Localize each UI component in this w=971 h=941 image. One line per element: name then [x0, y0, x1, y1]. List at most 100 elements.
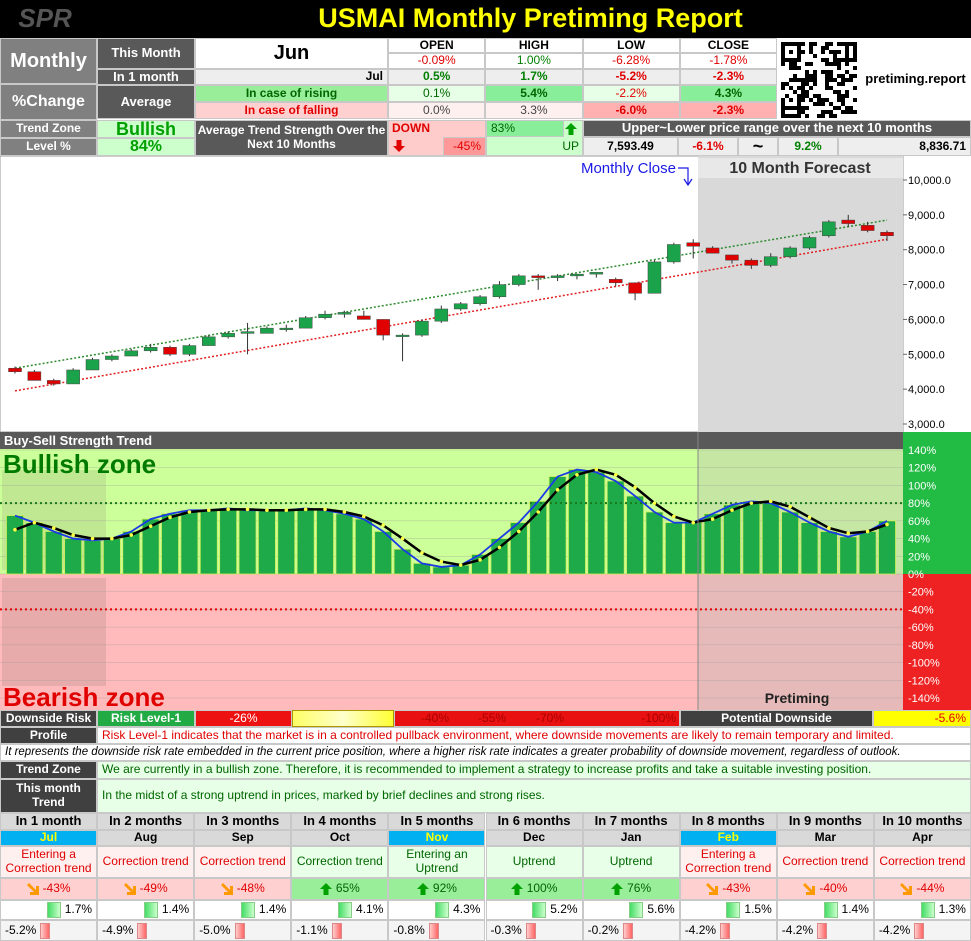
value: 5.4% [485, 85, 583, 102]
qr-module [793, 114, 797, 118]
qr-module [845, 62, 849, 66]
trend-point [148, 524, 153, 528]
candle-body [318, 313, 332, 318]
period: In 2 months [97, 813, 195, 830]
risk-scale-label: -100% [641, 710, 676, 725]
candle-body [453, 303, 468, 310]
y-tick-label: 80% [908, 498, 930, 510]
qr-module [837, 50, 841, 54]
trend-point [400, 536, 405, 541]
candle-body [725, 254, 739, 261]
trend-point [846, 531, 851, 536]
y-tick-label: 60% [908, 516, 930, 528]
arrow-icon [510, 883, 523, 895]
qr-module [809, 74, 813, 78]
candle-body [124, 350, 139, 357]
forecast-area [698, 449, 903, 710]
column-header: LOW [582, 38, 680, 53]
risk-gauge [292, 710, 394, 727]
candle-body [550, 275, 565, 278]
trend-text: Correction trend [873, 846, 971, 878]
qr-module [797, 106, 801, 110]
trend-point [652, 501, 657, 505]
risk-level: Risk Level-1 [97, 710, 195, 727]
downside-bar [720, 922, 731, 939]
month: Feb [679, 830, 777, 846]
qr-module [841, 94, 845, 98]
qr-module [813, 70, 817, 74]
candle-body [841, 219, 855, 224]
arrow-shape [611, 883, 624, 895]
candle-body [298, 317, 313, 329]
risk-current: -26% [195, 710, 292, 727]
qr-module [825, 82, 829, 86]
qr-module [809, 78, 813, 82]
candle-body [763, 256, 778, 266]
forecast-label: 10 Month Forecast [729, 160, 871, 177]
arrow-shape [706, 883, 719, 895]
arrow-icon [319, 883, 332, 895]
qr-module [825, 46, 829, 50]
arrow-shape [565, 122, 577, 135]
candle-body [608, 279, 623, 284]
trend-zone: Bullish [97, 120, 195, 138]
qr-module [833, 106, 837, 110]
bar [761, 502, 780, 575]
y-tick-label: -20% [908, 587, 934, 599]
candle-body [27, 371, 42, 381]
qr-module [797, 98, 801, 102]
qr-module [797, 54, 801, 58]
qr-module [849, 106, 853, 110]
qr-module [801, 42, 805, 46]
candle-body [880, 232, 894, 237]
bar [296, 508, 315, 575]
arrow-shape [319, 883, 332, 895]
period: In 9 months [776, 813, 874, 830]
month: Apr [873, 830, 971, 846]
qr-module [781, 46, 785, 50]
trend-point [730, 508, 734, 513]
trend-point [90, 536, 95, 541]
qr-module [789, 62, 793, 66]
strength: 100% [485, 878, 583, 900]
chart: Buy-Sell Strength Trend 140% 120% 100% 80% 60… [0, 432, 971, 710]
qr-module [821, 58, 825, 62]
qr-module [793, 66, 797, 70]
trend-point [420, 550, 424, 555]
candle-body [415, 320, 429, 336]
label: Trend Zone [0, 761, 97, 779]
forecast-area [698, 156, 903, 432]
trend-text: Correction trend [291, 846, 389, 878]
qr-module [817, 98, 821, 102]
outlook-text: In the midst of a strong uptrend in pric… [97, 779, 971, 813]
bar [626, 495, 644, 575]
value: -6.0% [582, 102, 680, 119]
month: Dec [485, 830, 583, 846]
y-tick-label: 0% [908, 569, 924, 581]
qr-module [809, 42, 813, 46]
qr-module [837, 90, 841, 94]
qr-module [849, 78, 853, 82]
bar [684, 522, 703, 575]
qr-module [817, 114, 821, 118]
trend-point [536, 510, 540, 514]
y-tick-label: -80% [908, 640, 934, 652]
risk-scale-label: -70% [535, 710, 564, 725]
candle-body [47, 380, 61, 385]
axis-bear [903, 574, 971, 710]
upside: 1.5% [679, 900, 777, 920]
arrow-shape [900, 883, 913, 895]
close-arrow [678, 167, 693, 187]
downside: -5.2% [0, 920, 98, 941]
bar [122, 531, 141, 575]
upside-bar [143, 902, 158, 918]
trend-point [594, 467, 599, 472]
candle-body [492, 284, 507, 298]
column-header: OPEN [388, 38, 486, 53]
qr-module [813, 54, 817, 58]
qr-module [853, 50, 857, 54]
qr-module [793, 78, 797, 82]
candle-body [473, 296, 487, 304]
logo: SPR [0, 0, 90, 38]
qr-module [845, 94, 849, 98]
